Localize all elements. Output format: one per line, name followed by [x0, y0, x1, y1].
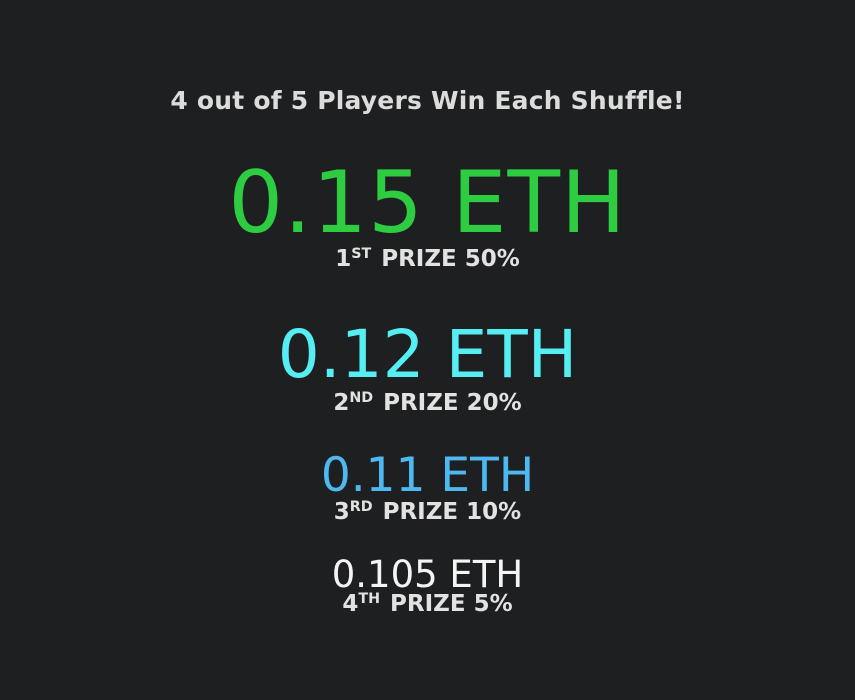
prize-label: 4TH PRIZE 5% — [0, 591, 855, 617]
rank-suffix: ST — [351, 246, 372, 263]
rank-suffix: ND — [349, 390, 374, 407]
prize-amount: 0.12 ETH — [277, 316, 578, 393]
prize-share: PRIZE 50% — [373, 246, 520, 272]
rank-number: 1 — [335, 246, 352, 272]
prize-amount: 0.15 ETH — [228, 153, 627, 253]
prize-label: 2ND PRIZE 20% — [0, 390, 855, 416]
rank-suffix: RD — [349, 499, 373, 516]
rank-number: 4 — [342, 591, 359, 617]
rank-number: 3 — [333, 499, 350, 525]
rank-suffix: TH — [358, 591, 381, 608]
prize-share: PRIZE 10% — [374, 499, 522, 525]
prize-second: 0.12 ETH 2ND PRIZE 20% — [0, 322, 855, 415]
rank-number: 2 — [333, 390, 350, 416]
prize-first: 0.15 ETH 1ST PRIZE 50% — [0, 160, 855, 271]
prize-share: PRIZE 20% — [375, 390, 522, 416]
prize-amount: 0.105 ETH — [331, 553, 524, 596]
prize-amount: 0.11 ETH — [320, 448, 535, 503]
headline: 4 out of 5 Players Win Each Shuffle! — [170, 86, 685, 115]
prize-label: 1ST PRIZE 50% — [0, 246, 855, 272]
prize-third: 0.11 ETH 3RD PRIZE 10% — [0, 452, 855, 524]
prize-share: PRIZE 5% — [382, 591, 513, 617]
prize-fourth: 0.105 ETH 4TH PRIZE 5% — [0, 556, 855, 616]
prize-label: 3RD PRIZE 10% — [0, 499, 855, 525]
